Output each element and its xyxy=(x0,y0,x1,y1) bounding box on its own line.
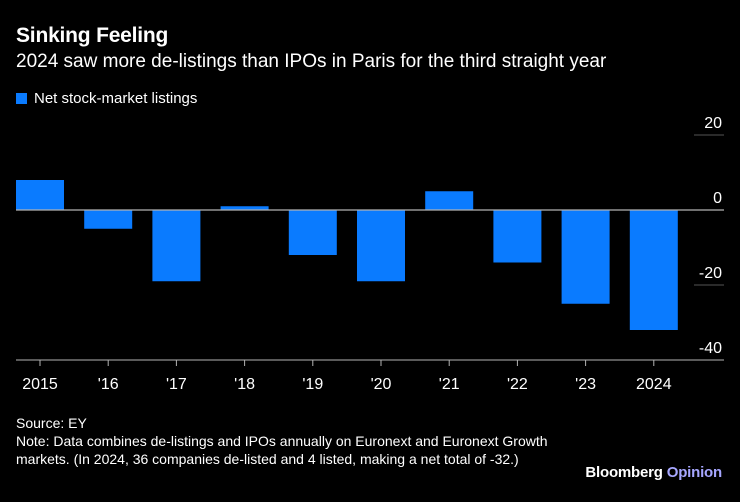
bar xyxy=(561,210,610,304)
x-tick-label: 2015 xyxy=(22,376,58,393)
bar xyxy=(152,210,201,282)
x-tick-label: '22 xyxy=(507,376,528,393)
bar xyxy=(629,210,678,330)
y-tick-label: 20 xyxy=(704,115,722,132)
bar xyxy=(220,206,269,210)
bar xyxy=(84,210,133,229)
x-tick-label: '16 xyxy=(98,376,119,393)
x-tick-label: '20 xyxy=(371,376,392,393)
x-tick-label: '21 xyxy=(439,376,460,393)
y-tick-label: -20 xyxy=(699,265,722,282)
bar xyxy=(425,191,474,210)
chart-title: Sinking Feeling xyxy=(16,24,169,47)
bar xyxy=(493,210,542,263)
legend-label: Net stock-market listings xyxy=(34,90,198,107)
x-tick-label: '17 xyxy=(166,376,187,393)
x-tick-label: 2024 xyxy=(636,376,672,393)
bar xyxy=(16,180,64,210)
x-tick-label: '19 xyxy=(302,376,323,393)
chart-subtitle: 2024 saw more de-listings than IPOs in P… xyxy=(16,51,607,72)
x-tick-label: '23 xyxy=(575,376,596,393)
legend: Net stock-market listings xyxy=(16,90,197,107)
brand-section: Opinion xyxy=(666,464,722,481)
y-tick-label: -40 xyxy=(699,340,722,357)
footer: Source: EY Note: Data combines de-listin… xyxy=(16,414,576,468)
bar xyxy=(288,210,337,255)
bar xyxy=(357,210,405,282)
y-tick-label: 0 xyxy=(713,190,722,207)
brand-logo: Bloomberg Opinion xyxy=(585,464,722,481)
bar-chart: 20 0 -20 -40 2015 '16 '17 '18 '19 '20 '21 '22 '23 202… xyxy=(16,115,724,393)
methodology-note: Note: Data combines de-listings and IPOs… xyxy=(16,433,548,467)
brand-name: Bloomberg xyxy=(585,464,663,481)
source-note: Source: EY xyxy=(16,415,87,431)
x-tick-label: '18 xyxy=(234,376,255,393)
legend-swatch xyxy=(16,93,27,104)
